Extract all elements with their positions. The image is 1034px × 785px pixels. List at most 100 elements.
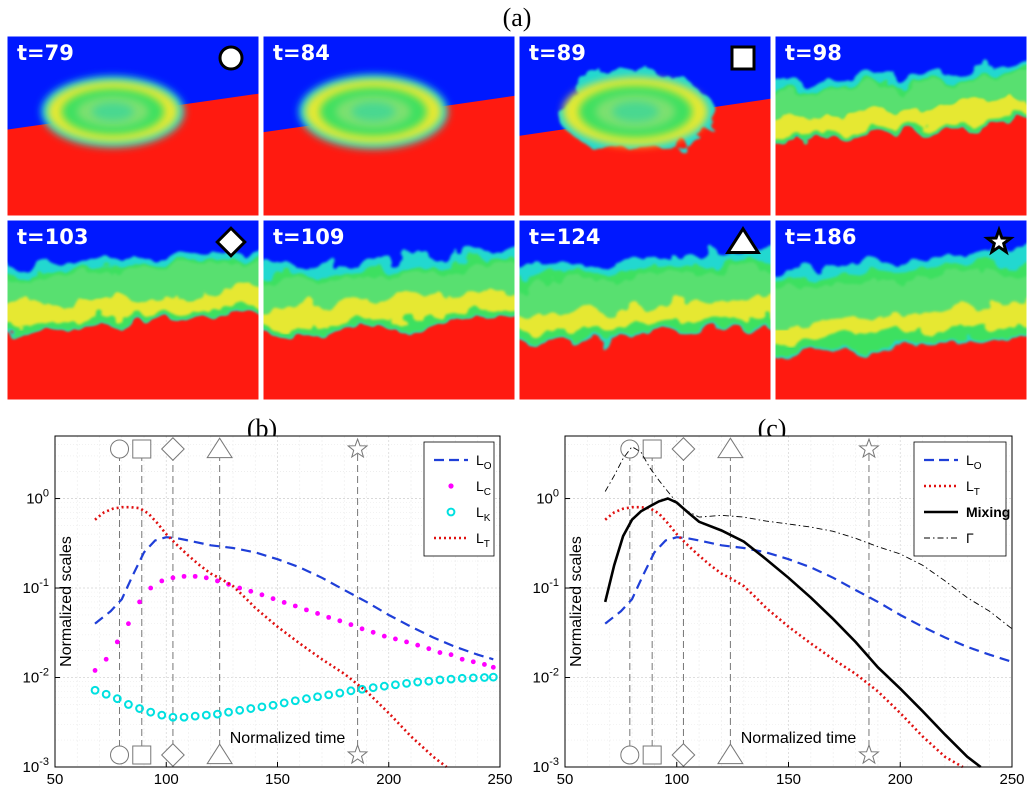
data-point xyxy=(435,675,445,685)
circle-marker xyxy=(110,439,130,459)
data-point xyxy=(248,588,254,594)
data-point xyxy=(326,614,332,620)
diamond-marker xyxy=(215,226,247,258)
y-axis-title: Normalized scales xyxy=(568,536,585,667)
data-point xyxy=(488,672,498,682)
data-point xyxy=(146,707,156,717)
data-point xyxy=(482,662,487,667)
snapshot-time-label: t=84 xyxy=(273,41,330,65)
data-point xyxy=(190,711,200,721)
data-point xyxy=(470,659,476,665)
data-point xyxy=(292,603,298,609)
legend-entry: Mixing xyxy=(924,504,1010,520)
data-point xyxy=(379,681,389,691)
data-point xyxy=(103,656,109,662)
square-marker xyxy=(642,439,662,459)
legend-entry: Γ xyxy=(924,530,974,546)
x-tick-label: 200 xyxy=(888,771,913,785)
series-L_K xyxy=(90,672,498,722)
data-point xyxy=(213,709,222,719)
snapshot-time-label: t=98 xyxy=(785,41,842,65)
data-point xyxy=(335,688,345,698)
square-marker xyxy=(132,745,152,765)
legend-entry: LT xyxy=(434,530,490,550)
data-point xyxy=(124,700,133,709)
data-point xyxy=(192,573,198,579)
data-point xyxy=(415,642,421,648)
diamond-marker xyxy=(671,743,696,767)
data-point xyxy=(413,677,423,687)
series-line xyxy=(604,446,1013,630)
series-line xyxy=(603,497,982,769)
data-point xyxy=(279,698,289,708)
event-lines xyxy=(110,437,369,767)
data-point xyxy=(346,686,356,696)
snapshot-time-label: t=79 xyxy=(17,41,74,65)
x-tick-label: 250 xyxy=(999,771,1024,785)
x-tick-label: 50 xyxy=(47,771,64,785)
y-axis: 10-3 10-2 10-1 100 xyxy=(23,488,60,776)
data-point xyxy=(304,607,309,613)
series-line xyxy=(94,536,494,661)
data-point xyxy=(448,652,454,658)
data-point xyxy=(126,621,131,627)
event-lines xyxy=(620,437,880,767)
data-point xyxy=(393,636,398,642)
square-marker xyxy=(132,439,152,459)
data-point xyxy=(268,700,278,710)
series-group xyxy=(90,505,498,769)
triangle-marker xyxy=(206,437,233,459)
diamond-marker xyxy=(160,437,185,461)
snapshot-time-label: t=103 xyxy=(17,225,88,249)
y-tick-label: 10-1 xyxy=(533,577,559,597)
data-point xyxy=(459,656,465,662)
x-tick-label: 50 xyxy=(557,771,574,785)
triangle-marker xyxy=(725,226,761,255)
square-marker xyxy=(730,45,756,71)
x-axis: 50 100 150 200 250 xyxy=(557,762,1025,785)
data-point xyxy=(468,673,478,683)
data-point xyxy=(324,690,334,700)
triangle-marker xyxy=(717,743,744,765)
circle-marker xyxy=(218,45,244,71)
y-tick-label: 100 xyxy=(26,488,49,508)
snapshot: t=103 xyxy=(6,219,260,401)
legend: LO LC LK LT xyxy=(423,441,495,557)
data-point xyxy=(148,585,154,591)
data-point xyxy=(224,707,233,717)
legend-entry: LO xyxy=(924,452,982,472)
legend: LO LT Mixing Γ xyxy=(913,441,1010,557)
x-tick-label: 200 xyxy=(376,771,401,785)
snapshot: t=79 xyxy=(6,35,260,217)
y-axis-title: Normalized scales xyxy=(58,536,75,667)
y-tick-label: 100 xyxy=(536,488,559,508)
data-point xyxy=(315,611,320,616)
series-Gamma xyxy=(604,446,1013,630)
data-point xyxy=(381,633,387,639)
y-tick-label: 10-1 xyxy=(23,577,49,597)
star-marker xyxy=(983,225,1015,256)
data-point xyxy=(246,704,256,713)
series-line xyxy=(94,505,448,769)
circle-marker xyxy=(620,439,640,459)
legend-label: LO xyxy=(966,452,982,472)
star-marker xyxy=(858,437,880,459)
y-tick-label: 10-2 xyxy=(533,667,559,687)
legend-label: LT xyxy=(966,478,980,498)
data-point xyxy=(101,689,111,699)
data-point xyxy=(357,684,367,694)
y-tick-label: 10-3 xyxy=(533,756,559,776)
data-point xyxy=(480,673,489,682)
data-point xyxy=(313,692,322,702)
y-axis: 10-3 10-2 10-1 100 xyxy=(533,488,570,776)
data-point xyxy=(348,622,354,628)
data-point xyxy=(92,668,98,673)
triangle-marker xyxy=(206,743,233,765)
legend-entry: LO xyxy=(434,452,492,472)
chart-panel-c: 50 100 150 200 250 10-3 10-2 10-1 100 Normalized … xyxy=(533,435,1025,785)
snapshot-time-label: t=124 xyxy=(529,225,600,249)
snapshot: t=84 xyxy=(262,35,516,217)
x-axis-title: Normalized time xyxy=(741,730,857,747)
snapshot-time-label: t=186 xyxy=(785,225,856,249)
legend-entry: LK xyxy=(446,504,491,524)
